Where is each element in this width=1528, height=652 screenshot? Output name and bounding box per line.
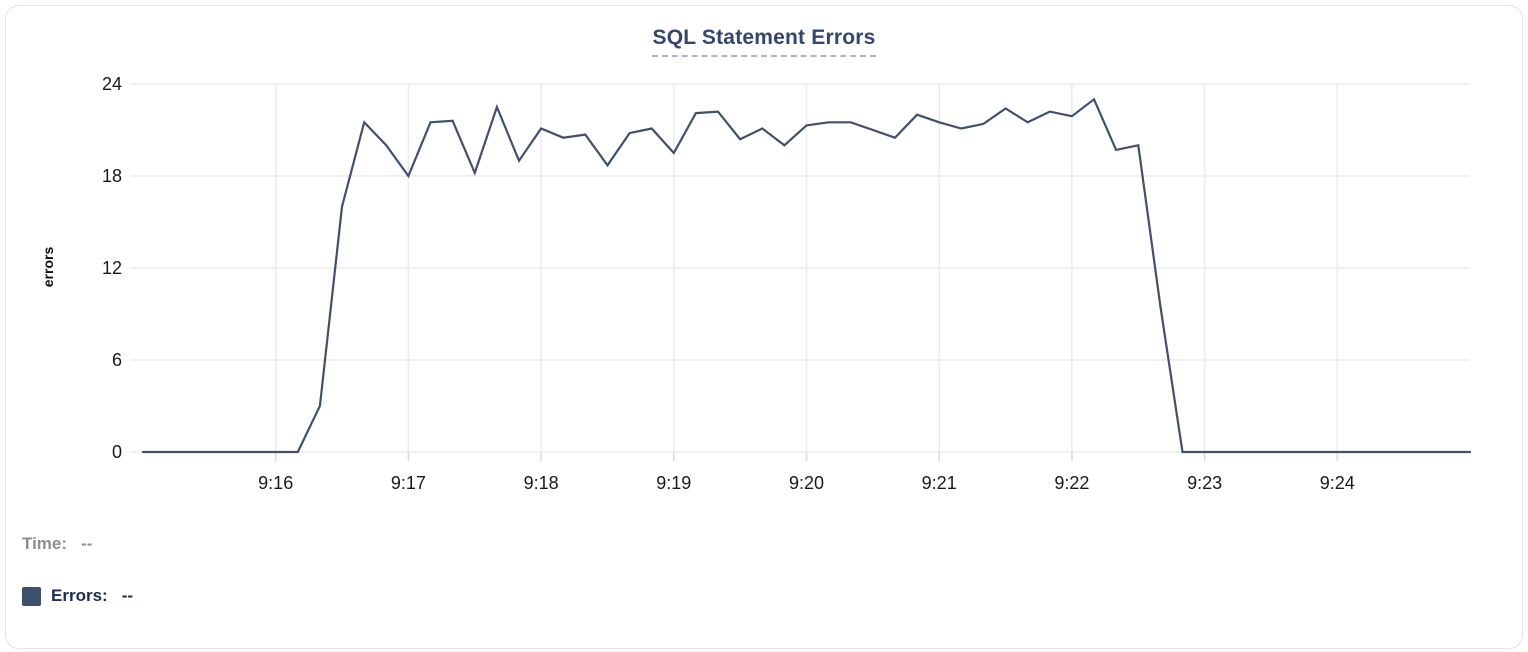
errors-series-swatch	[22, 586, 41, 606]
x-tick-label: 9:22	[1054, 473, 1089, 493]
y-tick-label: 12	[102, 258, 122, 278]
hover-time-label: Time:	[22, 534, 68, 553]
x-tick-label: 9:20	[789, 473, 824, 493]
x-tick-label: 9:19	[656, 473, 691, 493]
x-tick-label: 9:24	[1320, 473, 1355, 493]
y-tick-label: 6	[112, 350, 122, 370]
hover-time-value: --	[81, 534, 93, 553]
x-tick-label: 9:17	[391, 473, 426, 493]
chart-canvas[interactable]: 0 6 12 18 24 9:16 9:17 9:18 9:19 9:20 9:21 9:22 9:23…	[0, 0, 1528, 505]
y-tick-label: 0	[112, 442, 122, 462]
legend-errors-label: Errors:	[51, 586, 108, 605]
x-tick-label: 9:21	[922, 473, 957, 493]
chart-title[interactable]: SQL Statement Errors	[652, 26, 876, 57]
y-tick-label: 18	[102, 166, 122, 186]
chart-card	[5, 5, 1523, 649]
chart-title-row: SQL Statement Errors	[0, 26, 1528, 57]
hover-errors-value: --	[121, 586, 134, 605]
x-tick-label: 9:23	[1187, 473, 1222, 493]
legend-errors-row[interactable]: Errors: --	[22, 586, 133, 606]
x-tick-label: 9:18	[524, 473, 559, 493]
y-axis-title: errors	[40, 246, 56, 288]
hover-time-row: Time: --	[22, 534, 92, 554]
x-tick-label: 9:16	[258, 473, 293, 493]
series-line-errors	[141, 97, 1472, 454]
y-tick-label: 24	[102, 74, 122, 94]
